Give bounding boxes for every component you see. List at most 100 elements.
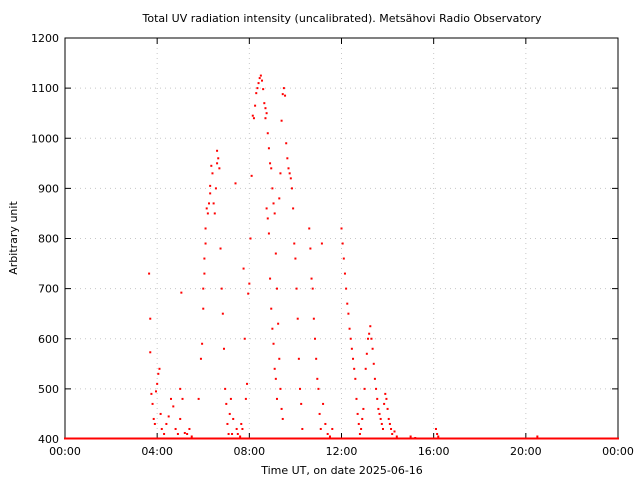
data-point — [301, 427, 304, 430]
data-point — [309, 247, 312, 250]
data-point — [409, 435, 412, 438]
data-point — [148, 272, 151, 275]
data-point — [272, 342, 275, 345]
x-tick-label: 20:00 — [510, 445, 542, 458]
data-point — [203, 257, 206, 260]
data-point — [183, 431, 186, 434]
data-point — [259, 74, 262, 77]
data-point — [190, 435, 193, 438]
data-point — [274, 377, 277, 380]
data-point — [269, 162, 272, 165]
data-point — [371, 347, 374, 350]
x-tick-label: 00:00 — [602, 445, 634, 458]
data-point — [222, 347, 225, 350]
data-point — [228, 412, 231, 415]
data-point — [434, 427, 437, 430]
data-point — [436, 432, 439, 435]
data-point — [216, 149, 219, 152]
data-point — [244, 397, 247, 400]
data-point — [318, 412, 321, 415]
data-point — [149, 351, 152, 354]
data-point — [275, 287, 278, 290]
data-point — [224, 387, 227, 390]
y-tick-label: 700 — [38, 283, 59, 296]
data-point — [213, 212, 216, 215]
data-point — [274, 252, 277, 255]
data-point — [174, 427, 177, 430]
data-point — [210, 164, 213, 167]
data-point — [163, 432, 166, 435]
data-point — [319, 427, 322, 430]
data-point — [219, 247, 222, 250]
data-point — [270, 167, 273, 170]
data-point — [376, 397, 379, 400]
data-point — [273, 367, 276, 370]
data-point — [289, 177, 292, 180]
data-point — [279, 387, 282, 390]
data-point — [395, 435, 398, 438]
data-point — [362, 407, 365, 410]
data-point — [240, 422, 243, 425]
data-point — [386, 407, 389, 410]
data-point — [212, 202, 215, 205]
data-point — [279, 172, 282, 175]
data-point — [284, 94, 287, 97]
data-point — [308, 227, 311, 230]
data-point — [320, 242, 323, 245]
data-point — [352, 357, 355, 360]
data-point — [265, 207, 268, 210]
data-point — [381, 427, 384, 430]
data-point — [391, 432, 394, 435]
data-point — [375, 387, 378, 390]
data-point — [261, 79, 264, 82]
data-point — [324, 422, 327, 425]
x-tick-label: 04:00 — [141, 445, 173, 458]
data-point — [155, 390, 158, 393]
data-point — [310, 277, 313, 280]
data-point — [316, 377, 319, 380]
y-tick-label: 900 — [38, 182, 59, 195]
data-point — [377, 407, 380, 410]
data-point — [295, 287, 298, 290]
data-point — [208, 202, 211, 205]
chart-title: Total UV radiation intensity (uncalibrat… — [142, 12, 542, 25]
y-tick-label: 500 — [38, 383, 59, 396]
x-axis-label: Time UT, on date 2025-06-16 — [260, 464, 423, 477]
data-point — [204, 227, 207, 230]
data-point — [271, 187, 274, 190]
data-point — [214, 187, 217, 190]
data-point — [312, 317, 315, 320]
data-point — [317, 387, 320, 390]
data-point — [217, 157, 220, 160]
data-point — [211, 172, 214, 175]
data-point — [202, 307, 205, 310]
data-point — [179, 387, 182, 390]
data-point — [179, 417, 182, 420]
data-point — [369, 325, 372, 328]
data-point — [235, 427, 238, 430]
data-point — [285, 142, 288, 145]
data-point — [368, 332, 371, 335]
data-point — [149, 317, 152, 320]
y-axis-label: Arbitrary unit — [7, 201, 20, 275]
data-point — [290, 187, 293, 190]
data-point — [278, 197, 281, 200]
data-point — [331, 427, 334, 430]
data-point — [172, 405, 175, 408]
data-point — [165, 422, 168, 425]
data-point — [379, 417, 382, 420]
data-point — [299, 387, 302, 390]
data-point — [370, 337, 373, 340]
data-point — [287, 167, 290, 170]
data-point — [356, 412, 359, 415]
y-tick-label: 1000 — [31, 132, 59, 145]
data-point — [378, 412, 381, 415]
data-point — [293, 242, 296, 245]
data-point — [263, 102, 266, 105]
data-point — [204, 242, 207, 245]
data-point — [202, 287, 205, 290]
data-point — [160, 427, 163, 430]
data-point — [414, 436, 417, 439]
data-point — [372, 362, 375, 365]
data-point — [156, 382, 159, 385]
